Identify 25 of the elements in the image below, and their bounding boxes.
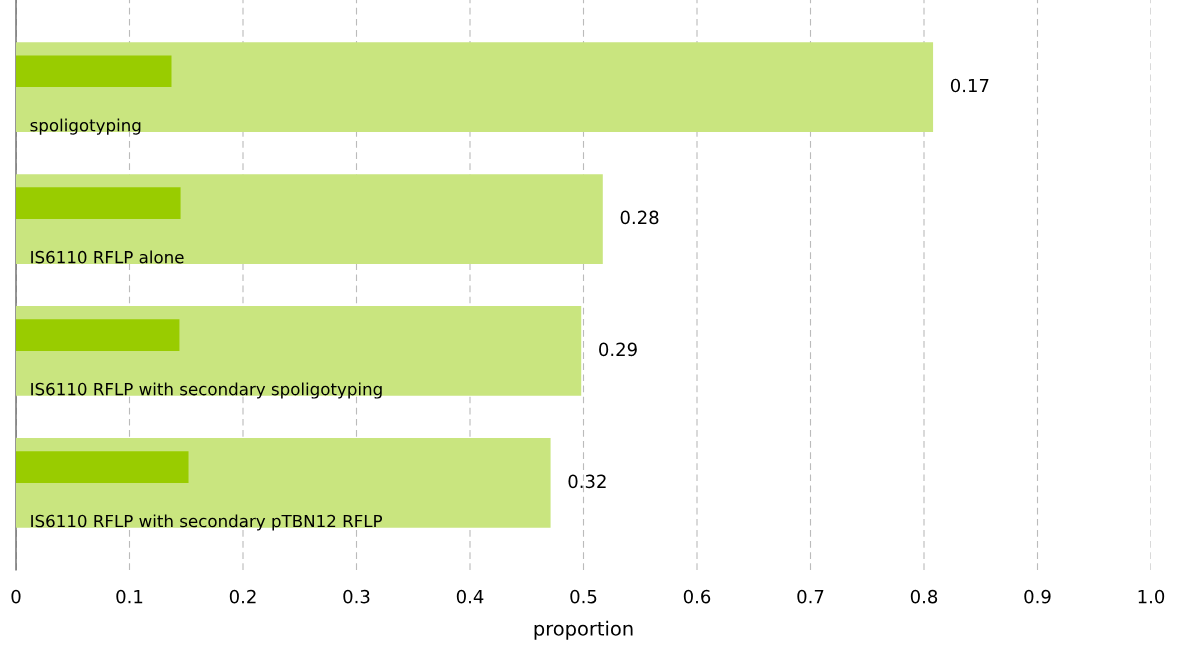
- x-tick-label: 0.1: [116, 589, 143, 604]
- x-tick-label: 0.8: [910, 589, 938, 604]
- bar: [16, 55, 172, 88]
- x-tick-label: 0.5: [570, 589, 597, 604]
- bar: [16, 451, 189, 483]
- x-axis-title: proportion: [534, 620, 633, 640]
- x-tick-label: 1.0: [1138, 589, 1165, 604]
- x-tick-label: 0.2: [229, 589, 256, 604]
- x-tick-label: 0: [11, 589, 21, 604]
- y-tick-label: IS6110 RFLP with secondary spoligotyping: [31, 382, 382, 399]
- annotation: 0.32: [568, 474, 606, 489]
- x-tick-label: 0.9: [1024, 589, 1051, 604]
- y-tick-label: spoligotyping: [30, 118, 141, 135]
- x-tick-label: 0.6: [683, 589, 711, 604]
- bar: [16, 187, 181, 220]
- bar: [16, 319, 180, 351]
- annotation: 0.29: [599, 342, 637, 357]
- y-tick-label: IS6110 RFLP with secondary pTBN12 RFLP: [31, 514, 383, 531]
- y-tick-label: IS6110 RFLP alone: [31, 250, 184, 264]
- x-tick-label: 0.3: [343, 589, 370, 604]
- annotation: 0.17: [950, 78, 989, 93]
- bar: [16, 174, 603, 264]
- x-tick-label: 0.4: [456, 589, 484, 604]
- annotation: 0.28: [620, 210, 659, 225]
- x-tick-label: 0.7: [797, 589, 824, 604]
